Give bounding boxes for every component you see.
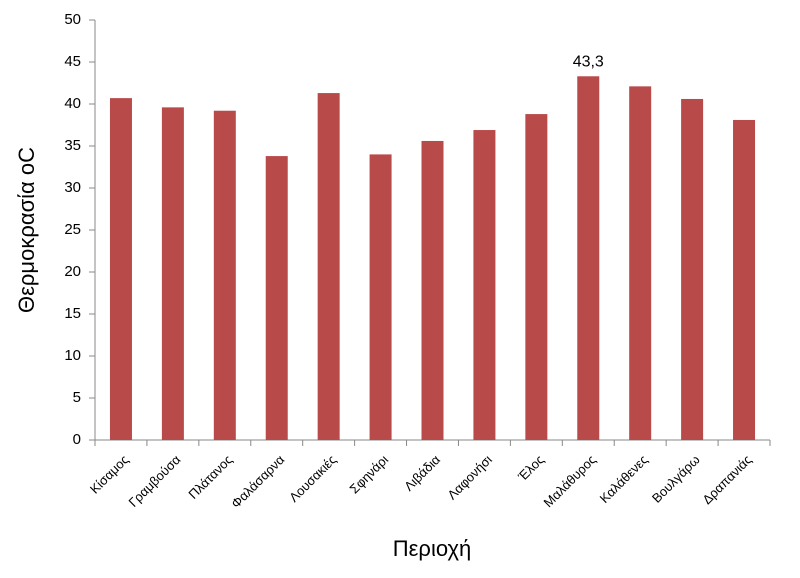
data-label: 43,3 (573, 53, 604, 70)
x-tick-label: Γραμβούσα (126, 452, 184, 510)
y-tick-label: 20 (64, 263, 81, 280)
y-tick-label: 0 (73, 431, 81, 448)
x-tick-label: Κίσαμος (87, 452, 132, 497)
y-tick-label: 40 (64, 95, 81, 112)
x-tick-label: Βουλγάρω (649, 452, 703, 506)
y-tick-label: 10 (64, 347, 81, 364)
bar (577, 76, 600, 440)
x-axis-label: Περιοχή (393, 536, 472, 561)
y-axis-label: Θερμοκρασία oC (14, 147, 39, 313)
x-tick-label: Έλος (514, 452, 547, 485)
x-tick-label: Λουσακιές (286, 452, 339, 505)
bar (317, 93, 340, 440)
x-tick-label: Φαλάσαρνα (228, 452, 287, 511)
y-tick-label: 45 (64, 53, 81, 70)
x-tick-label: Λαφονήσι (444, 452, 495, 503)
y-tick-label: 35 (64, 137, 81, 154)
x-tick-label: Λιβάδια (401, 452, 443, 494)
x-tick-label: Καλάθενες (597, 452, 651, 506)
bar (473, 130, 496, 441)
bar (525, 114, 548, 440)
bar (421, 140, 444, 440)
bar (109, 98, 132, 441)
x-tick-label: Μαλάθυρος (541, 452, 599, 510)
x-tick-label: Σφηνάρι (347, 452, 392, 497)
y-tick-label: 15 (64, 305, 81, 322)
y-tick-label: 30 (64, 179, 81, 196)
bar (369, 154, 392, 440)
bar (213, 110, 236, 440)
bar (265, 156, 288, 440)
bar (629, 86, 652, 441)
y-tick-label: 50 (64, 11, 81, 28)
y-tick-label: 25 (64, 221, 81, 238)
x-tick-label: Πλάτανος (185, 452, 235, 502)
y-tick-label: 5 (73, 389, 81, 406)
bar (681, 98, 704, 441)
bar (161, 107, 184, 441)
x-tick-label: Δραπανιάς (699, 452, 754, 507)
bar (733, 119, 756, 441)
